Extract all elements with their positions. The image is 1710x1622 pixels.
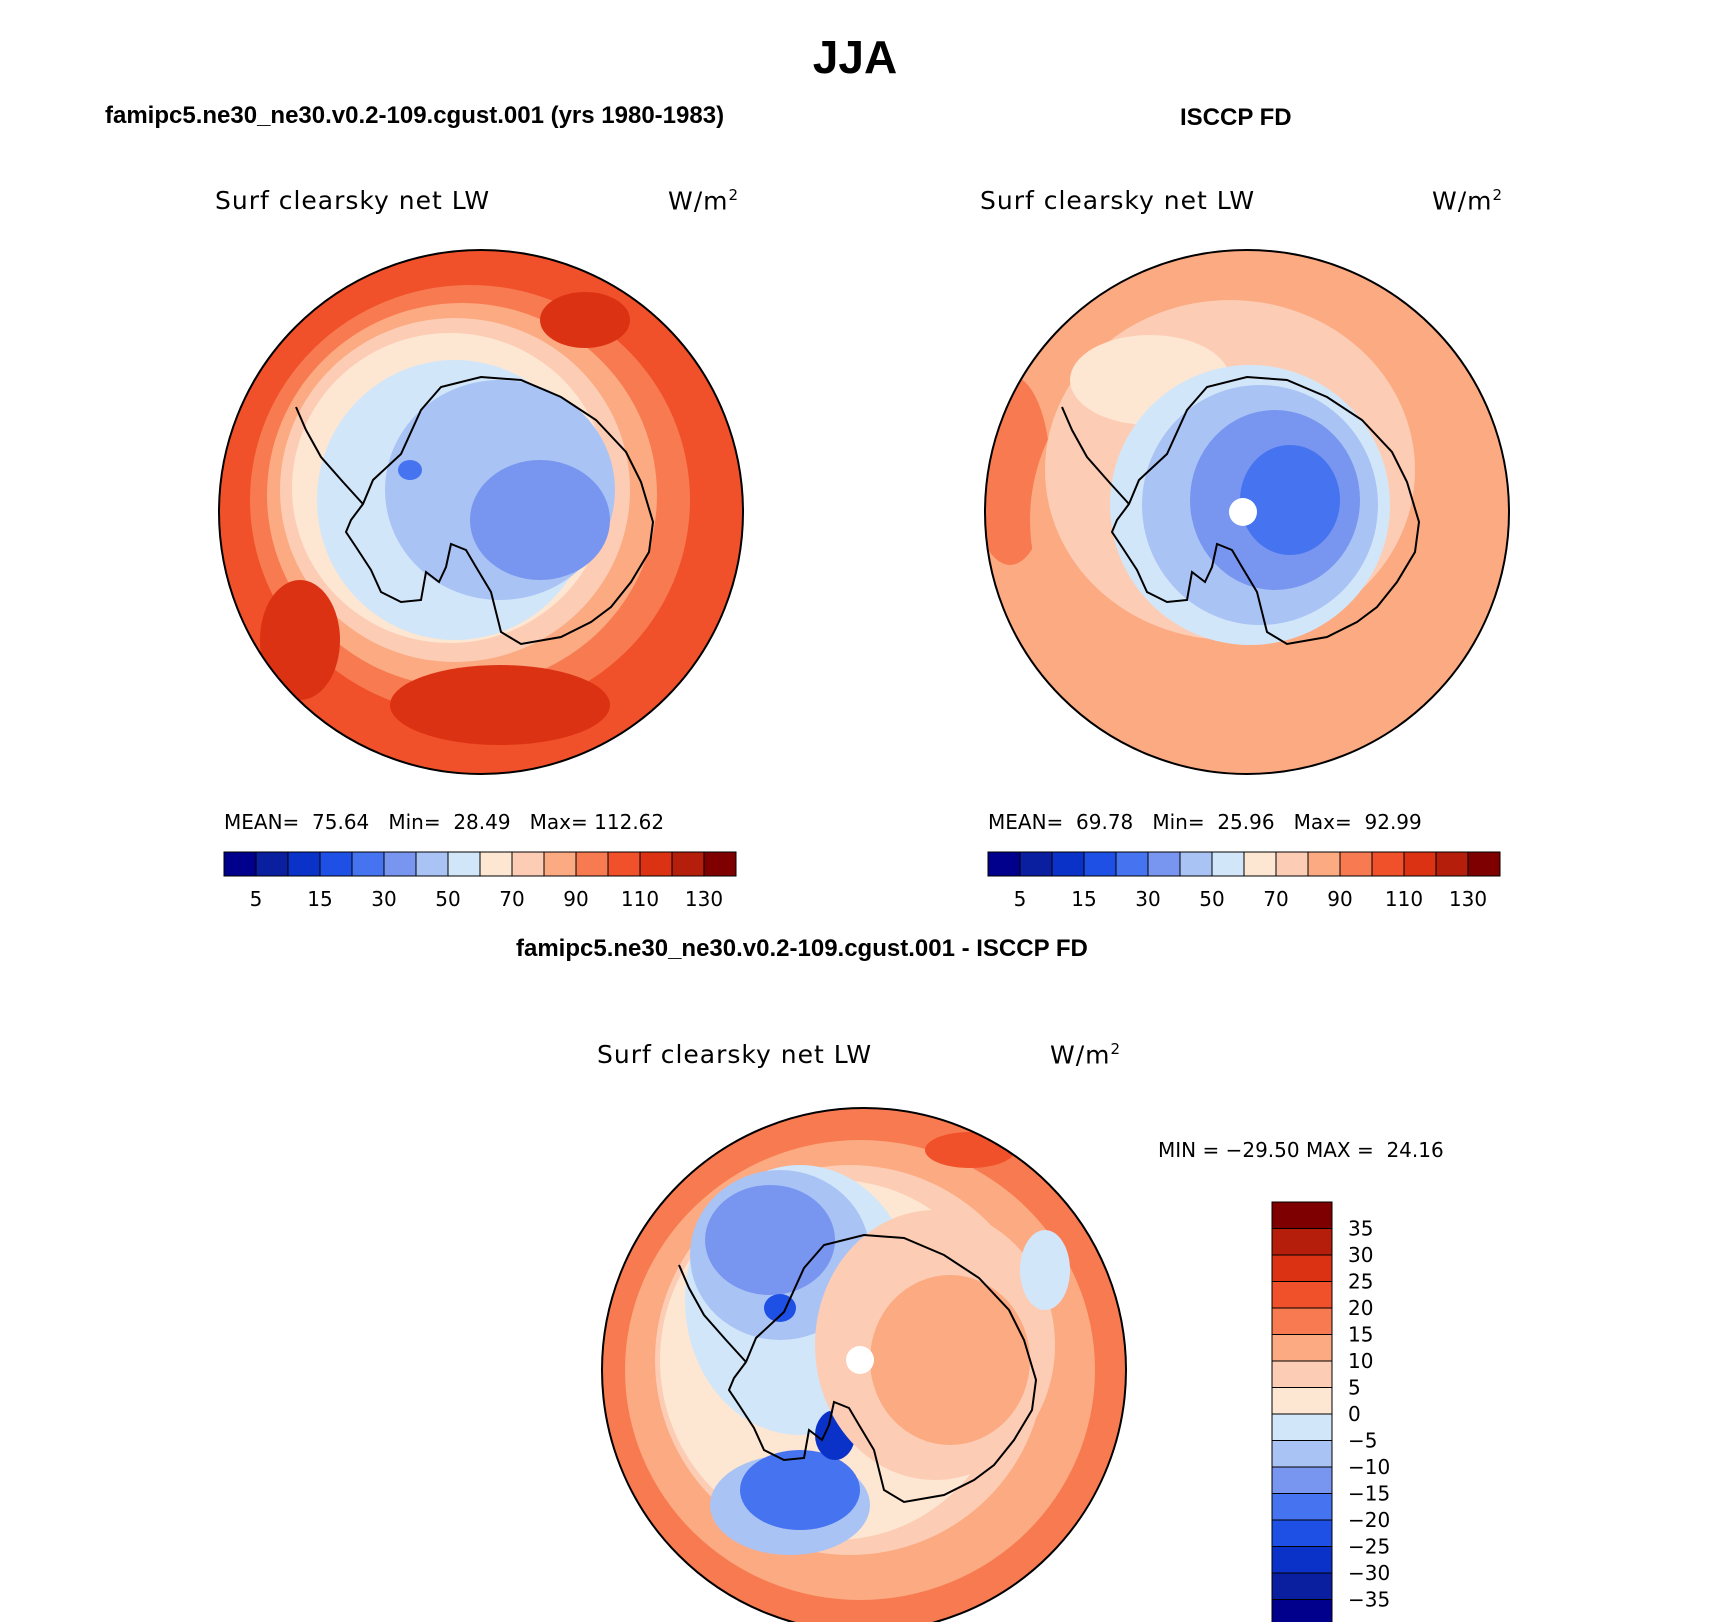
obs-colorbar-swatch (1403, 851, 1437, 877)
obs-colorbar-tick-label: 90 (1327, 887, 1352, 911)
obs-colorbar-tick-label: 110 (1385, 887, 1423, 911)
diff-colorbar-swatch (1271, 1413, 1333, 1441)
model-colorbar-swatch (543, 851, 577, 877)
model-colorbar-swatch (319, 851, 353, 877)
model-colorbar-tick-label: 90 (563, 887, 588, 911)
obs-colorbar: 5 15 30 50 70 90 110 130 (987, 851, 1501, 911)
diff-colorbar-tick-label: −30 (1348, 1561, 1390, 1585)
model-colorbar-swatch (479, 851, 513, 877)
obs-colorbar-tick-label: 50 (1199, 887, 1224, 911)
diff-colorbar-swatch (1271, 1254, 1333, 1282)
model-colorbar-swatch (223, 851, 257, 877)
model-colorbar-swatch (287, 851, 321, 877)
diff-colorbar-swatch (1271, 1387, 1333, 1415)
model-colorbar-tick-label: 50 (435, 887, 460, 911)
figure-title: JJA (812, 31, 898, 83)
obs-colorbar-swatch (1051, 851, 1085, 877)
obs-variable-label: Surf clearsky net LW (980, 186, 1256, 215)
diff-colorbar-swatch (1271, 1201, 1333, 1229)
diff-colorbar-tick-label: −5 (1348, 1429, 1377, 1453)
diff-colorbar-swatch (1271, 1546, 1333, 1574)
obs-panel-title: ISCCP FD (1180, 104, 1292, 131)
obs-colorbar-swatch (1179, 851, 1213, 877)
diff-colorbar-swatch (1271, 1307, 1333, 1335)
diff-colorbar-swatch (1271, 1572, 1333, 1600)
obs-colorbar-tick-label: 5 (1014, 887, 1027, 911)
diff-colorbar-swatch (1271, 1519, 1333, 1547)
obs-colorbar-tick-label: 130 (1449, 887, 1487, 911)
model-stats: MEAN= 75.64 Min= 28.49 Max= 112.62 (224, 810, 665, 834)
diff-colorbar-tick-label: 0 (1348, 1402, 1361, 1426)
obs-colorbar-swatch (1435, 851, 1469, 877)
diff-colorbar-swatch (1271, 1281, 1333, 1309)
obs-colorbar-swatch (1275, 851, 1309, 877)
obs-map (984, 249, 1510, 775)
model-colorbar-tick-label: 70 (499, 887, 524, 911)
obs-stats: MEAN= 69.78 Min= 25.96 Max= 92.99 (988, 810, 1422, 834)
diff-colorbar-tick-label: −25 (1348, 1535, 1390, 1559)
diff-units-label: W/m2 (1050, 1040, 1122, 1070)
obs-colorbar-swatch (1115, 851, 1149, 877)
model-map (218, 249, 744, 775)
model-colorbar-swatch (255, 851, 289, 877)
diff-colorbar-swatch (1271, 1440, 1333, 1468)
model-colorbar-tick-label: 30 (371, 887, 396, 911)
model-units-label: W/m2 (668, 186, 740, 216)
obs-units-label: W/m2 (1432, 186, 1504, 216)
obs-colorbar-swatch (1211, 851, 1245, 877)
model-colorbar-swatch (511, 851, 545, 877)
diff-colorbar-swatch (1271, 1599, 1333, 1622)
model-colorbar-swatch (703, 851, 737, 877)
diff-colorbar-tick-label: 20 (1348, 1296, 1373, 1320)
obs-colorbar-swatch (1467, 851, 1501, 877)
obs-colorbar-swatch (1019, 851, 1053, 877)
diff-colorbar-tick-label: 10 (1348, 1349, 1373, 1373)
diff-colorbar-swatch (1271, 1493, 1333, 1521)
diff-colorbar-tick-label: 5 (1348, 1376, 1361, 1400)
model-colorbar-swatch (607, 851, 641, 877)
diff-colorbar-tick-label: 35 (1348, 1217, 1373, 1241)
model-colorbar-swatch (447, 851, 481, 877)
obs-colorbar-swatch (1083, 851, 1117, 877)
diff-panel-title: famipc5.ne30_ne30.v0.2-109.cgust.001 - I… (516, 935, 1088, 962)
model-colorbar-tick-label: 15 (307, 887, 332, 911)
diff-map (601, 1107, 1127, 1622)
obs-colorbar-swatch (1307, 851, 1341, 877)
model-colorbar-swatch (575, 851, 609, 877)
diff-colorbar-tick-label: 30 (1348, 1243, 1373, 1267)
diff-colorbar-swatch (1271, 1466, 1333, 1494)
obs-colorbar-swatch (1371, 851, 1405, 877)
model-colorbar-swatch (671, 851, 705, 877)
diff-variable-label: Surf clearsky net LW (597, 1040, 873, 1069)
obs-colorbar-tick-label: 70 (1263, 887, 1288, 911)
model-colorbar: 5 15 30 50 70 90 110 130 (223, 851, 737, 911)
model-colorbar-swatch (639, 851, 673, 877)
diff-colorbar-swatch (1271, 1228, 1333, 1256)
model-colorbar-tick-label: 130 (685, 887, 723, 911)
model-colorbar-tick-label: 110 (621, 887, 659, 911)
obs-colorbar-swatch (1243, 851, 1277, 877)
model-colorbar-swatch (383, 851, 417, 877)
diff-stats: MIN = −29.50 MAX = 24.16 (1158, 1138, 1444, 1162)
obs-colorbar-tick-label: 15 (1071, 887, 1096, 911)
diff-colorbar-swatch (1271, 1334, 1333, 1362)
diff-colorbar-tick-label: −35 (1348, 1588, 1390, 1612)
diff-colorbar-tick-label: −15 (1348, 1482, 1390, 1506)
obs-colorbar-swatch (987, 851, 1021, 877)
obs-colorbar-swatch (1147, 851, 1181, 877)
model-colorbar-swatch (415, 851, 449, 877)
diff-colorbar-tick-label: −20 (1348, 1508, 1390, 1532)
diff-colorbar-tick-label: −10 (1348, 1455, 1390, 1479)
model-colorbar-tick-label: 5 (250, 887, 263, 911)
model-colorbar-swatch (351, 851, 385, 877)
model-panel-title: famipc5.ne30_ne30.v0.2-109.cgust.001 (yr… (105, 102, 725, 129)
diff-colorbar-swatch (1271, 1360, 1333, 1388)
model-variable-label: Surf clearsky net LW (215, 186, 491, 215)
obs-colorbar-tick-label: 30 (1135, 887, 1160, 911)
diff-colorbar-tick-label: 25 (1348, 1270, 1373, 1294)
diff-colorbar-tick-label: 15 (1348, 1323, 1373, 1347)
obs-colorbar-swatch (1339, 851, 1373, 877)
